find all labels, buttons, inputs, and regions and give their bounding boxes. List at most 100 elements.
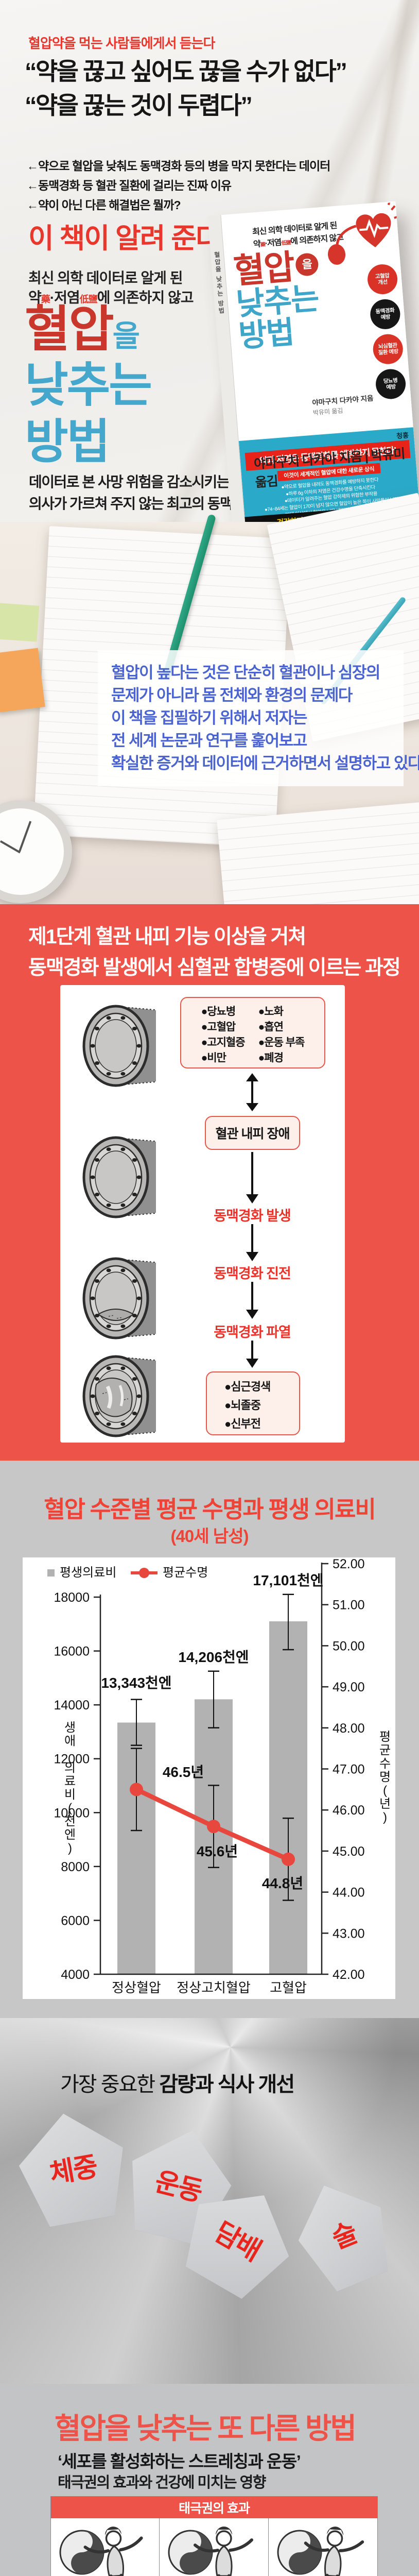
bk2-c: ·저염 — [265, 238, 282, 248]
svg-text:49.00: 49.00 — [333, 1680, 365, 1694]
taichi-pose-icon — [277, 2527, 364, 2576]
risk-item: ●비만 — [201, 1052, 226, 1064]
sticky-note-orange — [0, 648, 45, 713]
hero-bullet: ←동맥경화 등 혈관 질환에 걸리는 진짜 이유 — [27, 179, 232, 192]
svg-text:47.00: 47.00 — [333, 1762, 365, 1777]
outcome-item: ●뇌졸중 — [224, 1399, 261, 1412]
blood-vessel-stage-1 — [82, 1005, 156, 1087]
svg-text:정상혈압: 정상혈압 — [112, 1980, 161, 1995]
outcome-item: ●심근경색 — [224, 1380, 271, 1393]
flow-step-2: 동맥경화 진전 — [214, 1266, 291, 1281]
book-publisher-mark: 청홍 — [396, 431, 409, 440]
chart-section: 혈압 수준별 평균 수명과 평생 의료비 (40세 남성) 18000 16000… — [0, 1461, 419, 2018]
quote-line: 확실한 증거와 데이터에 근거하면서 설명하고 있다 — [111, 754, 419, 772]
taichi-figure-icon — [160, 2518, 269, 2576]
bk2-hanja-2: 低鹽 — [281, 240, 291, 247]
quote-line: 문제가 아니라 몸 전체와 환경의 문제다 — [111, 686, 353, 704]
svg-text:14,206천엔: 14,206천엔 — [178, 1649, 249, 1665]
hero-bullet-list: ←약으로 혈압을 낮춰도 동맥경화 등의 병을 막지 못한다는 데이터 ←동맥경화… — [27, 156, 330, 215]
svg-text:4000: 4000 — [61, 1968, 90, 1982]
svg-text:8000: 8000 — [61, 1860, 90, 1874]
process-diagram-card: ●당뇨병 ●고혈압 ●고지혈증 ●비만 ●노화 ●흡연 ●운동 부족 ●폐경 혈관 내피 장… — [60, 985, 345, 1443]
taichi-pose-icon — [168, 2527, 254, 2576]
risk-item: ●당뇨병 — [201, 1006, 236, 1018]
svg-text:46.00: 46.00 — [333, 1803, 365, 1818]
book-badge: 뇌심혈관 질환 예방 — [372, 333, 404, 365]
svg-text:45.6년: 45.6년 — [197, 1843, 238, 1859]
risk-item: ●고혈압 — [201, 1021, 236, 1033]
svg-text:정상고치혈압: 정상고치혈압 — [177, 1980, 251, 1995]
svg-text:45.00: 45.00 — [333, 1844, 365, 1859]
tile-alcohol: 술 — [283, 2169, 404, 2298]
book-translator: 박유미 옮김 — [312, 406, 343, 417]
svg-text:12000: 12000 — [54, 1752, 90, 1767]
endothelial-box: 혈관 내피 장애 — [205, 1116, 300, 1150]
clock-hand-minute — [19, 821, 32, 852]
risk-item: ●고지혈증 — [201, 1037, 246, 1048]
risk-item: ●흡연 — [258, 1021, 284, 1033]
svg-text:평생의료비: 평생의료비 — [60, 1566, 116, 1580]
lifestyle-heading: 가장 중요한 감량과 식사 개선 — [60, 2067, 295, 2097]
tile-weight: 체중 — [11, 2105, 134, 2230]
book-front: 최신 의학 데이터로 알게 된 약藥·저염低鹽에 의존하지 않고 혈압 을 낮추는 — [221, 201, 419, 545]
quote-line: 이 책을 집필하기 위해서 저자는 — [111, 709, 307, 727]
lifestyle-heading-bold: 감량과 식사 개선 — [159, 2073, 295, 2096]
svg-text:14000: 14000 — [54, 1698, 90, 1713]
hero-subline-2: 약藥·저염低鹽에 의존하지 않고 — [28, 286, 194, 307]
svg-text:평균수명(년): 평 균 수 명(년) — [379, 1730, 391, 1824]
tile-tobacco-label: 담배 — [210, 2216, 266, 2266]
svg-text:52.00: 52.00 — [333, 1557, 365, 1571]
flow-step-3: 동맥경화 파열 — [214, 1325, 291, 1340]
hero-reveal: 이 책이 알려 준다 — [28, 223, 221, 254]
blood-vessel-stage-3 — [82, 1257, 156, 1340]
svg-text:고혈압: 고혈압 — [270, 1980, 307, 1995]
bk2-a: 약 — [253, 240, 261, 249]
taichi-table-header: 태극권의 효과 — [51, 2497, 377, 2518]
sub2-hanja-2: 低鹽 — [79, 294, 98, 304]
process-heading-2: 동맥경화 발생에서 심혈관 합병증에 이르는 과정 — [28, 957, 401, 979]
risk-item: ●폐경 — [258, 1052, 284, 1064]
svg-text:생애 의료비(천엔): 생애 의 료 비(천 엔) — [64, 1721, 76, 1855]
sub2-e: 에 의존하지 않고 — [97, 290, 194, 306]
tile-alcohol-label: 술 — [327, 2217, 361, 2255]
lifestyle-section: 가장 중요한 감량과 식사 개선 체중 운동 담배 술 — [0, 2018, 419, 2384]
taichi-sub-1: ‘세포를 활성화하는 스트레칭과 운동’ — [58, 2452, 301, 2471]
hero-subline-1: 최신 의학 데이터로 알게 된 — [28, 270, 183, 286]
svg-text:17,101천엔: 17,101천엔 — [253, 1572, 323, 1588]
tile-exercise-label: 운동 — [152, 2166, 205, 2207]
book-badge: 당뇨병 예방 — [374, 368, 407, 400]
taichi-section: 혈압을 낮추는 또 다른 방법 ‘세포를 활성화하는 스트레칭과 운동’ 태극권… — [0, 2384, 419, 2576]
svg-text:42.00: 42.00 — [333, 1968, 365, 1982]
book-badge: 고혈압 개선 — [366, 263, 399, 296]
medical-cost-lifespan-chart: 18000 16000 14000 12000 10000 8000 6000 4000 52.… — [47, 1557, 391, 1995]
process-heading-1: 제1단계 혈관 내피 기능 이상을 거쳐 — [28, 926, 306, 948]
svg-text:6000: 6000 — [61, 1913, 90, 1928]
chart-panel: 18000 16000 14000 12000 10000 8000 6000 4000 52.… — [23, 1557, 395, 1999]
risk-item: ●운동 부족 — [258, 1037, 305, 1048]
svg-text:51.00: 51.00 — [333, 1598, 365, 1613]
svg-text:평균수명: 평균수명 — [163, 1566, 208, 1580]
chart-title: 혈압 수준별 평균 수명과 평생 의료비 — [44, 1496, 376, 1522]
risk-right-col: ●노화 ●흡연 ●운동 부족 ●폐경 — [258, 1004, 305, 1067]
down-arrow-icon — [246, 1282, 258, 1319]
risk-left-col: ●당뇨병 ●고혈압 ●고지혈증 ●비만 — [201, 1004, 246, 1067]
tile-weight-label: 체중 — [47, 2151, 99, 2189]
taichi-table: 태극권의 효과 균형마음 챙김(mindfulness)이미지 요법신체적 강도… — [50, 2496, 378, 2576]
double-arrow-icon — [246, 1073, 258, 1111]
hero-quote-2: “약을 끊는 것이 두렵다” — [25, 92, 253, 119]
taichi-sub-2: 태극권의 효과와 건강에 미치는 영향 — [58, 2475, 266, 2491]
risk-item: ●노화 — [258, 1006, 284, 1018]
hero-section: 혈압약을 먹는 사람들에게서 듣는다 “약을 끊고 싶어도 끊을 수가 없다” … — [0, 0, 419, 546]
outcome-item: ●신부전 — [224, 1417, 261, 1430]
hero-title-line-2: 낮추는 — [25, 359, 152, 412]
svg-text:16000: 16000 — [54, 1645, 90, 1659]
svg-text:44.8년: 44.8년 — [262, 1875, 303, 1891]
clock-hand-hour — [0, 840, 21, 854]
sub2-a: 약 — [28, 290, 42, 306]
hero-kicker: 혈압약을 먹는 사람들에게서 듣는다 — [28, 36, 215, 51]
hero-title-line-1: 혈압을 — [25, 305, 140, 354]
book-title-eul: 을 — [295, 252, 320, 277]
book-badge: 동맥경화 예방 — [369, 298, 401, 331]
svg-text:43.00: 43.00 — [333, 1926, 365, 1941]
